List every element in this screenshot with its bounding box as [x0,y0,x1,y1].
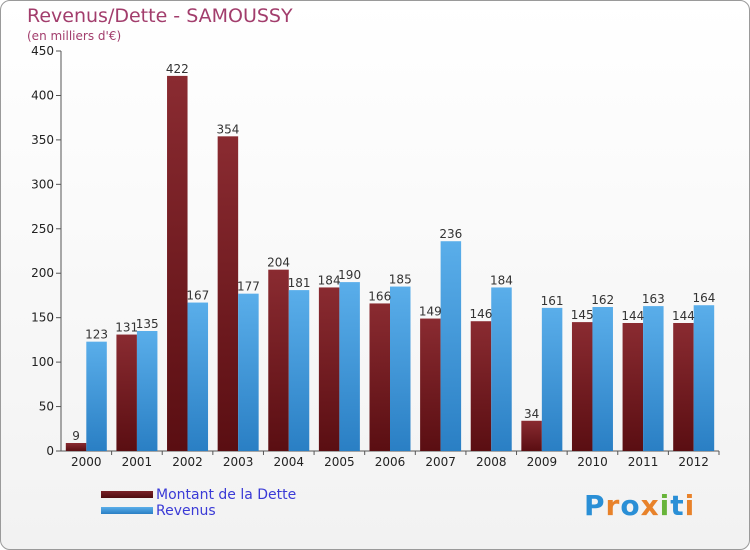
logo-letter: i [659,489,671,522]
bar-revenus [693,305,715,451]
bar-revenus [440,241,462,451]
logo-letter: o [620,489,641,522]
logo-letter: x [640,489,660,522]
x-tick-label: 2002 [172,455,203,469]
y-tick-label: 100 [31,355,54,369]
y-tick-label: 200 [31,266,54,280]
value-label-dette: 149 [419,305,442,319]
y-tick-label: 300 [31,177,54,191]
x-tick-label: 2010 [577,455,608,469]
value-label-revenus: 135 [136,317,159,331]
bar-dette [420,318,441,451]
legend-swatch-debt [101,491,153,498]
bar-revenus [136,331,158,451]
logo-letter: r [605,489,621,522]
value-label-revenus: 190 [338,268,361,282]
y-tick-label: 350 [31,133,54,147]
logo-letter: i [684,489,696,522]
bar-dette [318,287,340,451]
bar-dette [470,321,492,451]
logo-letter: t [670,489,685,522]
bar-revenus [643,306,664,451]
value-label-revenus: 123 [85,328,108,342]
value-label-dette: 131 [115,321,138,335]
bar-dette [571,322,593,451]
value-label-dette: 145 [571,308,594,322]
x-tick-label: 2005 [324,455,355,469]
bar-dette [622,323,644,451]
value-label-dette: 354 [216,122,239,136]
value-label-revenus: 181 [288,276,311,290]
value-label-revenus: 162 [591,293,614,307]
x-tick-label: 2004 [273,455,304,469]
proxiti-logo: Proxiti [584,489,695,522]
bar-dette [521,420,542,451]
x-tick-label: 2003 [223,455,254,469]
bar-revenus [86,341,107,451]
y-tick-label: 250 [31,222,54,236]
bar-revenus [339,282,360,451]
bar-revenus [541,307,563,451]
value-label-revenus: 164 [692,291,715,305]
bar-dette [217,136,239,452]
value-label-revenus: 163 [642,292,665,306]
value-label-dette: 422 [166,62,189,76]
y-tick-label: 50 [39,400,54,414]
value-label-dette: 34 [524,407,539,421]
value-label-dette: 9 [72,429,80,443]
value-label-dette: 166 [368,289,391,303]
chart-subtitle: (en milliers d'€) [27,29,122,43]
value-label-dette: 146 [470,307,493,321]
y-tick-label: 150 [31,311,54,325]
x-tick-label: 2011 [628,455,659,469]
logo-letter: P [584,489,606,522]
value-label-dette: 144 [621,309,644,323]
value-label-revenus: 184 [490,273,513,287]
bar-dette [65,443,87,451]
value-label-dette: 144 [672,309,695,323]
value-label-revenus: 236 [439,227,462,241]
x-tick-label: 2012 [678,455,709,469]
legend-swatch-revenus [101,507,153,514]
x-tick-label: 2007 [425,455,456,469]
value-label-revenus: 161 [541,294,564,308]
bar-dette [673,323,694,451]
bar-revenus [491,287,512,451]
bar-dette [167,75,188,451]
bar-revenus [288,290,310,451]
x-tick-label: 2000 [71,455,102,469]
y-tick-label: 0 [46,444,54,458]
value-label-dette: 204 [267,256,290,270]
x-tick-label: 2009 [527,455,558,469]
x-tick-label: 2001 [122,455,153,469]
value-label-revenus: 177 [237,280,260,294]
bar-revenus [390,286,411,451]
bar-revenus [592,307,613,451]
bar-dette [268,269,289,451]
legend-label-revenus: Revenus [156,503,216,519]
value-label-revenus: 167 [186,289,209,303]
bar-dette [369,303,390,451]
value-label-dette: 184 [318,273,341,287]
x-tick-label: 2008 [476,455,507,469]
value-label-revenus: 185 [389,273,412,287]
bar-dette [116,334,137,451]
legend-label-debt: Montant de la Dette [156,487,297,503]
x-tick-label: 2006 [375,455,406,469]
bar-revenus [238,293,259,451]
y-tick-label: 450 [31,44,54,58]
bar-revenus [187,302,209,451]
y-tick-label: 400 [31,88,54,102]
chart-title: Revenus/Dette - SAMOUSSY [27,5,293,27]
